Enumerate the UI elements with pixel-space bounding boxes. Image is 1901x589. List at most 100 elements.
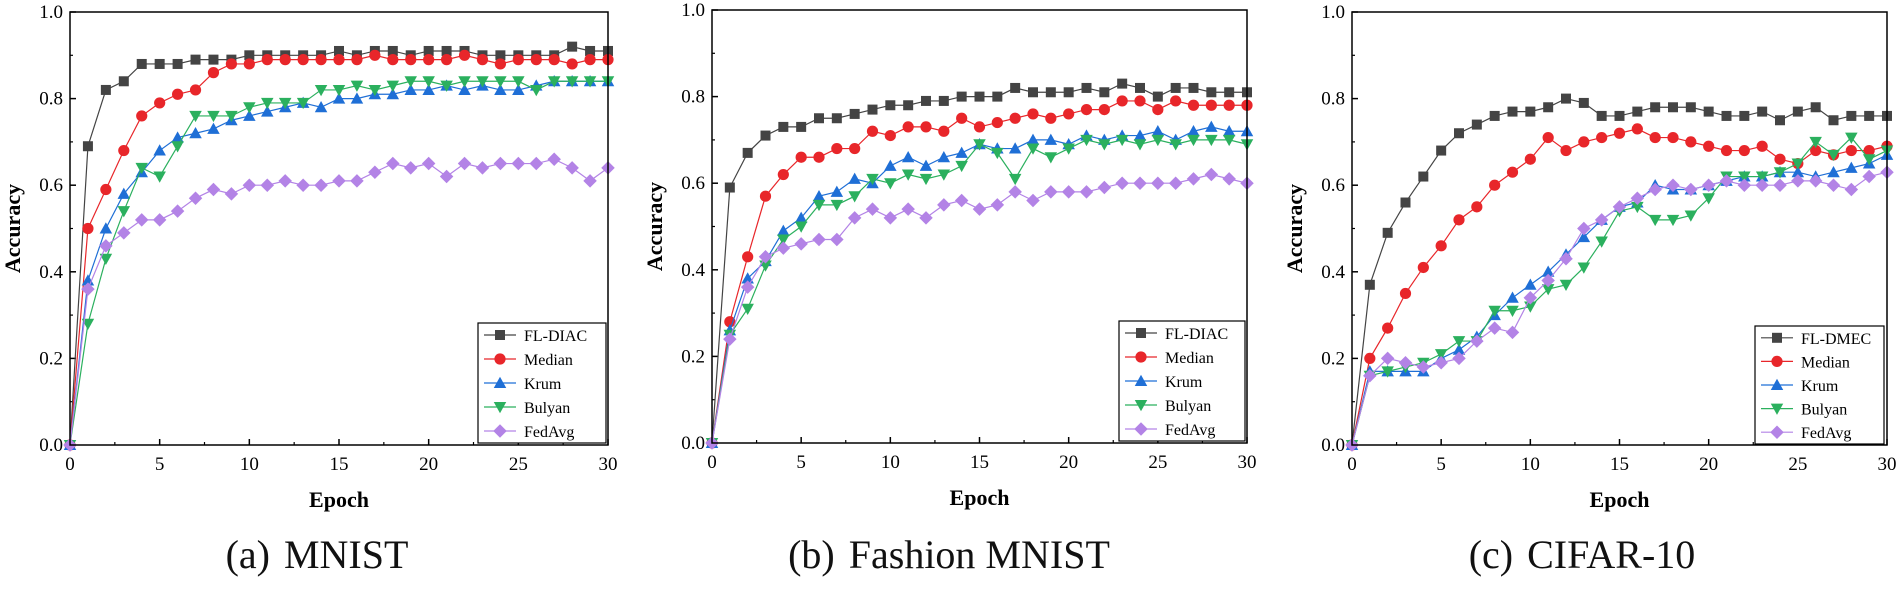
chart-panel-cifar10: 0 5 10 15 20 25 30 0.0 0.2 0.4 0.6 0.8 1.0 Epoch Accur… (1265, 0, 1899, 589)
series-fl-diac (707, 78, 1252, 448)
data-point (547, 76, 561, 88)
data-point (1668, 102, 1678, 113)
data-point (1667, 131, 1679, 144)
data-point (849, 108, 860, 119)
data-point (776, 241, 791, 255)
data-point (1702, 193, 1715, 205)
data-point (530, 84, 543, 97)
data-point (1400, 197, 1411, 208)
data-point (512, 83, 525, 95)
data-point (1045, 87, 1056, 98)
data-point (1523, 291, 1538, 305)
data-point (991, 147, 1004, 160)
data-point (831, 142, 843, 155)
data-point (1666, 178, 1680, 192)
data-point (1808, 174, 1823, 188)
data-point (1862, 154, 1876, 166)
data-point (117, 206, 131, 218)
x-axis-label: Epoch (950, 485, 1010, 510)
series-bulyan (63, 76, 615, 452)
data-point (387, 45, 398, 56)
data-point (296, 178, 310, 192)
legend-entry: FL-DIAC (524, 328, 587, 345)
x-tick-label: 30 (1878, 454, 1897, 475)
legend-marker (1770, 425, 1784, 439)
legend: FL-DIAC Median Krum Bulyan FedAvg (477, 322, 607, 444)
data-point (99, 239, 113, 253)
caption-label: (b) (788, 532, 835, 577)
data-point (901, 150, 915, 163)
data-point (565, 76, 579, 88)
data-point (849, 142, 861, 155)
data-point (1506, 291, 1519, 303)
data-point (794, 211, 808, 223)
data-point (1151, 134, 1165, 147)
data-point (1363, 368, 1377, 383)
data-point (1062, 143, 1075, 155)
legend-marker (1772, 332, 1782, 343)
data-point (244, 50, 255, 61)
x-tick-label: 15 (970, 452, 989, 473)
data-point (1187, 99, 1200, 111)
x-tick-label: 10 (240, 454, 259, 475)
chart-panel-mnist: 0 5 10 15 20 25 30 0.0 0.2 0.4 0.6 0.8 1.0 Epoch Accur… (0, 0, 634, 589)
data-point (1044, 185, 1058, 199)
y-tick-label: 0.8 (681, 87, 705, 108)
data-point (831, 113, 842, 124)
data-point (1720, 144, 1733, 157)
data-point (1206, 87, 1217, 98)
data-point (1684, 182, 1698, 197)
data-point (225, 110, 238, 123)
data-point (1845, 161, 1858, 173)
data-point (171, 141, 184, 153)
data-point (529, 156, 544, 171)
legend-entry: Median (1165, 350, 1214, 367)
data-point (1506, 305, 1519, 318)
data-point (884, 129, 896, 142)
data-point (1595, 236, 1608, 248)
data-point (583, 76, 597, 88)
data-point (1205, 134, 1218, 147)
data-point (1614, 110, 1625, 121)
x-tick-label: 0 (65, 454, 75, 475)
data-point (759, 190, 772, 202)
data-point (1755, 171, 1769, 183)
data-point (1452, 351, 1466, 366)
data-point (1827, 149, 1840, 162)
data-point (583, 174, 597, 188)
data-point (260, 178, 275, 192)
data-point (974, 91, 985, 102)
data-point (1117, 78, 1128, 89)
y-tick-label: 0.8 (39, 89, 63, 110)
data-point (1222, 124, 1236, 137)
data-point (796, 121, 807, 132)
data-point (585, 45, 596, 56)
data-point (1099, 87, 1110, 98)
data-point (1578, 136, 1590, 148)
chart-svg-cifar10: 0 5 10 15 20 25 30 0.0 0.2 0.4 0.6 0.8 1.0 Epoch Accur… (1282, 2, 1897, 512)
data-point (777, 234, 790, 246)
data-point (1187, 124, 1200, 137)
data-point (1434, 355, 1448, 370)
data-point (494, 58, 506, 70)
caption-title: Fashion MNIST (848, 532, 1110, 577)
data-point (134, 213, 149, 227)
chart-svg-mnist: 0 5 10 15 20 25 30 0.0 0.2 0.4 0.6 0.8 1.0 Epoch Accur… (0, 2, 618, 512)
data-point (919, 159, 933, 171)
data-point (1525, 106, 1536, 117)
data-point (1488, 305, 1501, 318)
data-point (207, 110, 220, 123)
data-point (956, 112, 968, 124)
data-point (1596, 110, 1607, 121)
data-point (1864, 110, 1875, 121)
data-point (1115, 134, 1129, 147)
data-point (1666, 214, 1680, 227)
data-point (530, 54, 542, 66)
data-point (830, 185, 844, 197)
caption-label: (c) (1468, 532, 1514, 577)
data-point (476, 76, 489, 88)
data-point (584, 54, 596, 66)
y-tick-label: 0.6 (39, 175, 63, 196)
plot-frame (711, 9, 1248, 444)
data-point (117, 187, 131, 199)
